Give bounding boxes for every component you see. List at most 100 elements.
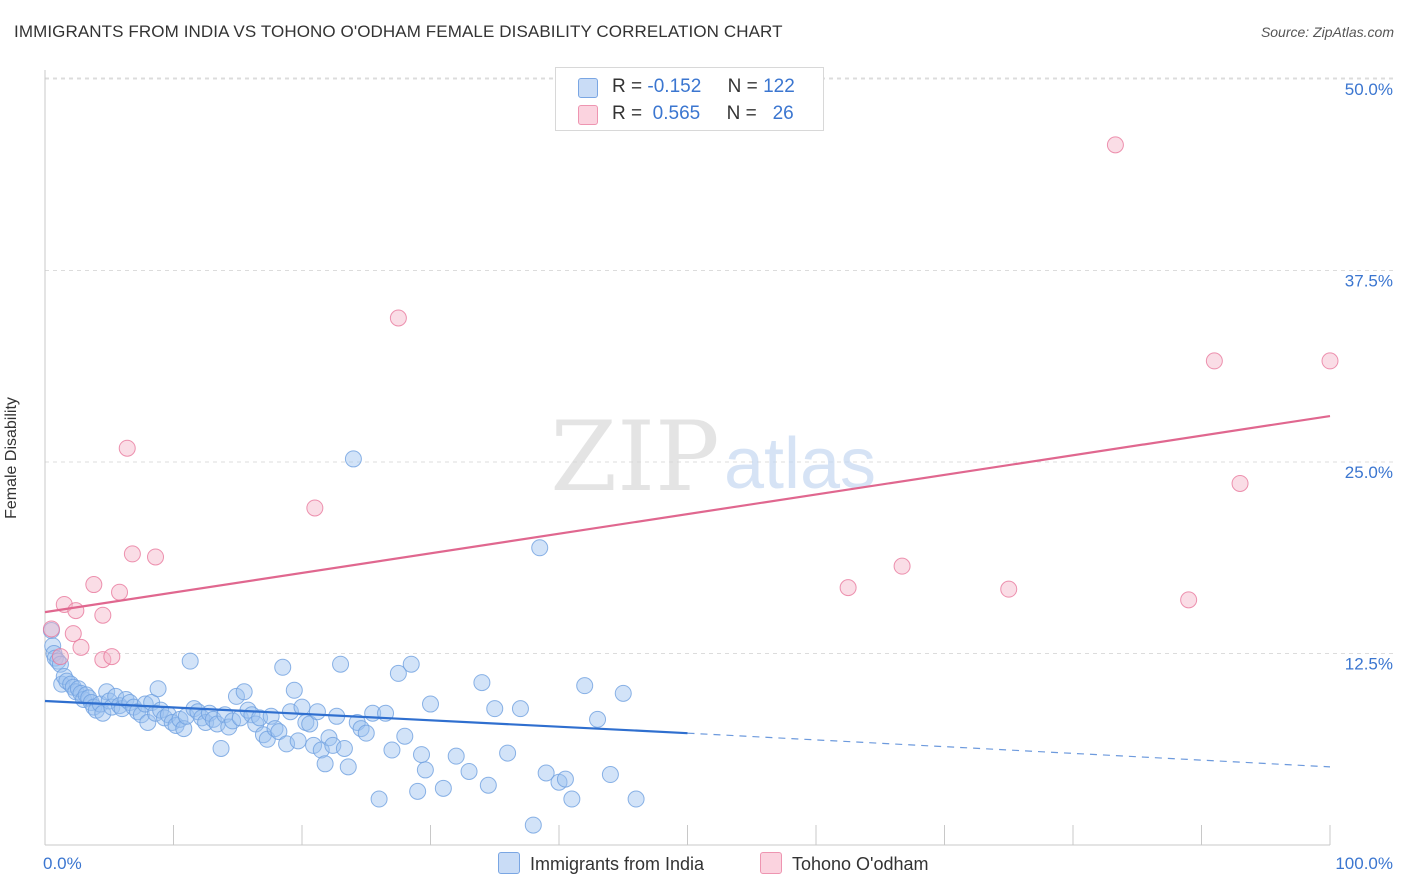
india-point	[235, 683, 253, 701]
n-value: 122	[763, 76, 795, 97]
india-point	[316, 755, 334, 773]
india-point	[499, 744, 517, 762]
india-point	[339, 758, 357, 776]
india-point	[344, 450, 362, 468]
india-point	[335, 739, 353, 757]
india-point	[473, 674, 491, 692]
n-label: N =	[727, 76, 758, 97]
india-point	[601, 766, 619, 784]
india-point	[357, 724, 375, 742]
india-point	[576, 677, 594, 695]
axes	[44, 70, 1331, 846]
india-point	[524, 816, 542, 834]
tohono-point	[1180, 591, 1198, 609]
india-point	[479, 776, 497, 794]
y-tick-label: 50.0%	[1345, 80, 1393, 99]
tohono-point	[118, 439, 136, 457]
india-point	[212, 739, 230, 757]
tohono-point	[111, 583, 129, 601]
india-trend-extension	[687, 732, 1331, 768]
india-point	[627, 790, 645, 808]
source-label: Source: ZipAtlas.com	[1260, 24, 1394, 40]
india-point	[270, 723, 288, 741]
india-swatch	[578, 78, 598, 98]
india-point	[396, 727, 414, 745]
watermark: ZIP atlas	[550, 401, 876, 513]
r-label: R =	[612, 103, 643, 124]
tohono-swatch	[578, 105, 598, 125]
r-value: 0.565	[652, 103, 701, 124]
india-swatch	[498, 852, 520, 874]
n-value: 26	[772, 103, 794, 124]
india-point	[511, 700, 529, 718]
tohono-point	[42, 620, 60, 638]
tohono-point	[94, 606, 112, 624]
tohono-point	[51, 648, 69, 666]
grid-lines	[45, 77, 1395, 654]
trend-lines	[44, 414, 1331, 768]
india-point	[149, 680, 167, 698]
india-point	[531, 539, 549, 557]
tohono-point	[103, 648, 121, 666]
tohono-point	[1000, 580, 1018, 598]
y-tick-label: 25.0%	[1345, 463, 1393, 482]
tohono-point	[306, 499, 324, 517]
india-point	[413, 746, 431, 764]
r-value: -0.152	[647, 76, 702, 97]
tohono-point	[1231, 474, 1249, 492]
india-trend-line	[44, 699, 688, 735]
india-point	[556, 770, 574, 788]
india-point	[285, 681, 303, 699]
watermark-zip: ZIP	[550, 401, 719, 513]
tohono-point	[72, 638, 90, 656]
india-point	[389, 664, 407, 682]
tohono-point	[839, 579, 857, 597]
y-tick-label: 12.5%	[1345, 655, 1393, 674]
tick-labels: 12.5% 25.0% 37.5% 50.0% 0.0% 100.0%	[43, 80, 1393, 873]
legend-item-india[interactable]: Immigrants from India	[498, 852, 704, 875]
tohono-point	[1205, 352, 1223, 370]
tohono-point	[1321, 352, 1339, 370]
india-point	[409, 782, 427, 800]
stats-legend: R = -0.152 N = 122 R = 0.565 N = 26	[555, 67, 824, 131]
x-tick-label-max: 100.0%	[1335, 854, 1393, 873]
india-point	[460, 762, 478, 780]
tohono-point	[1106, 136, 1124, 154]
india-point	[486, 700, 504, 718]
india-point	[308, 703, 326, 721]
tohono-point	[67, 602, 85, 620]
india-point	[434, 779, 452, 797]
r-label: R =	[612, 76, 643, 97]
tohono-point	[64, 625, 82, 643]
legend-label: Tohono O'odham	[792, 854, 929, 874]
tohono-point	[94, 651, 112, 669]
legend-label: Immigrants from India	[530, 854, 705, 874]
tohono-swatch	[760, 852, 782, 874]
india-point	[589, 710, 607, 728]
data-points	[42, 136, 1339, 834]
tohono-point	[389, 309, 407, 327]
india-point	[370, 790, 388, 808]
india-point	[447, 747, 465, 765]
legend-item-tohono[interactable]: Tohono O'odham	[760, 852, 929, 875]
india-point	[402, 655, 420, 673]
india-point	[422, 695, 439, 713]
chart-title: IMMIGRANTS FROM INDIA VS TOHONO O'ODHAM …	[14, 22, 783, 41]
india-point	[49, 652, 67, 670]
india-point	[383, 741, 401, 759]
india-point	[614, 684, 632, 702]
india-point	[416, 761, 434, 779]
tohono-point	[893, 557, 911, 575]
watermark-atlas: atlas	[724, 424, 876, 504]
india-point	[147, 704, 165, 722]
india-point	[320, 729, 338, 747]
india-point	[289, 732, 307, 750]
y-tick-label: 37.5%	[1345, 272, 1393, 291]
india-point	[301, 715, 319, 733]
n-label: N =	[726, 103, 757, 124]
tohono-point	[123, 545, 141, 563]
tohono-trend-line	[44, 414, 1331, 614]
india-point	[274, 658, 292, 676]
tohono-point	[147, 548, 165, 566]
